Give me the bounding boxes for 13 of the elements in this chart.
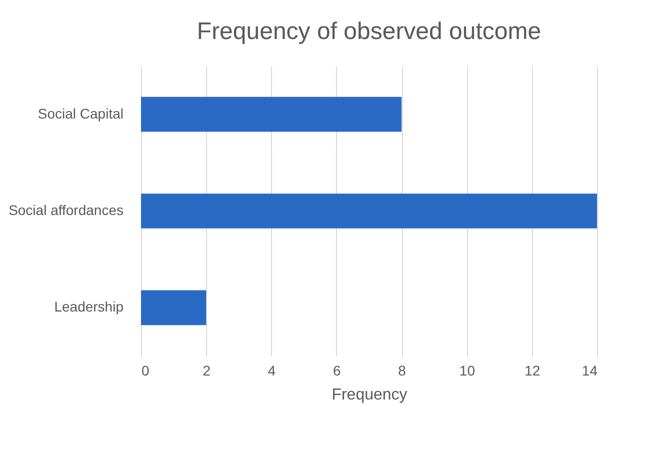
x-tick-label: 6 [333, 362, 342, 378]
x-axis-title: Frequency [332, 386, 408, 404]
y-tick-label: Social Capital [38, 105, 124, 122]
x-tick-label: 4 [268, 362, 276, 378]
x-tick-label: 14 [582, 362, 598, 378]
y-tick-label: Leadership [54, 298, 124, 315]
x-tick-label: 8 [398, 362, 406, 378]
x-tick-label: 0 [142, 362, 150, 378]
chart-title: Frequency of observed outcome [196, 18, 542, 45]
x-tick-label: 10 [459, 362, 476, 378]
x-tick-label: 12 [524, 362, 540, 378]
x-tick-label: 2 [202, 362, 211, 378]
y-tick-label: Social affordances [8, 202, 124, 218]
